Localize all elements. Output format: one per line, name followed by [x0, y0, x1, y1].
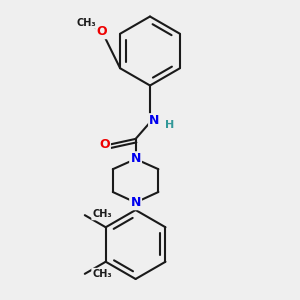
Text: N: N: [149, 114, 160, 128]
Text: N: N: [130, 152, 141, 166]
Text: O: O: [99, 138, 110, 152]
Text: CH₃: CH₃: [92, 269, 112, 279]
Text: CH₃: CH₃: [76, 18, 96, 28]
Text: O: O: [97, 25, 107, 38]
Text: N: N: [130, 196, 141, 209]
Text: CH₃: CH₃: [92, 209, 112, 219]
Text: H: H: [165, 120, 174, 130]
